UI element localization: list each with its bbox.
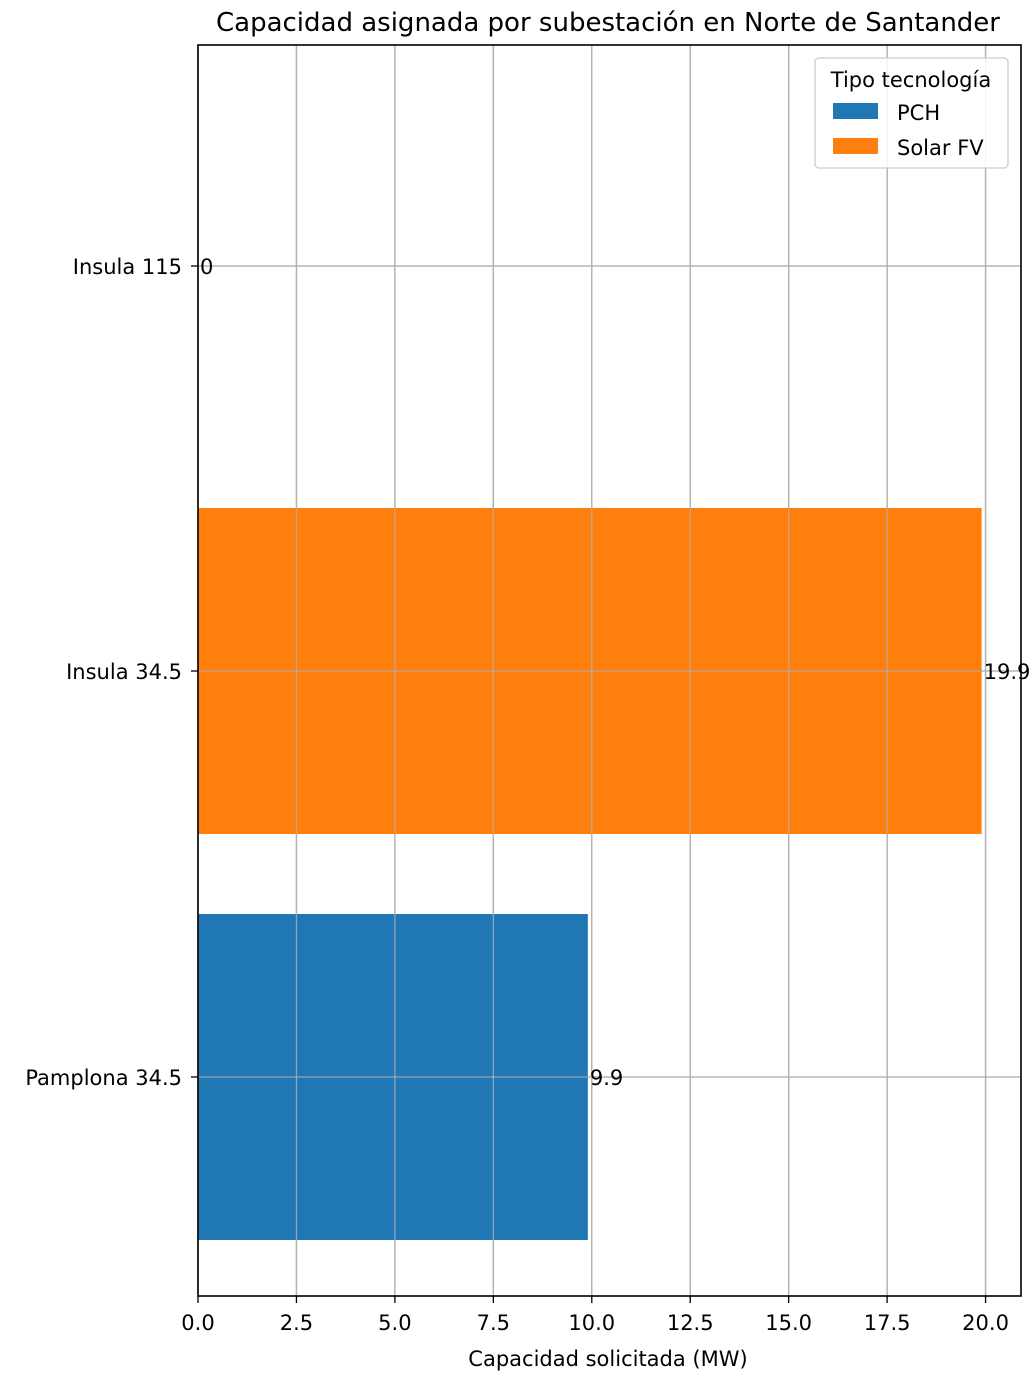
- axes-layer: 0.0 2.5 5.0 7.5 10.0 12.5 15.0 17.5 20.0 Pamplona…: [25, 44, 1022, 1335]
- y-tick-label: Insula 34.5: [66, 660, 182, 684]
- x-tick-label: 7.5: [477, 1311, 510, 1335]
- legend-label: Solar FV: [897, 136, 984, 160]
- y-tick-label: Pamplona 34.5: [25, 1066, 182, 1090]
- data-labels-layer: 9.9 19.9 0: [200, 255, 1030, 1090]
- x-tick-label: 5.0: [378, 1311, 411, 1335]
- legend-swatch: [833, 103, 878, 119]
- x-tick-label: 15.0: [765, 1311, 812, 1335]
- x-axis-label: Capacidad solicitada (MW): [468, 1347, 747, 1371]
- x-tick-label: 2.5: [280, 1311, 313, 1335]
- data-label: 9.9: [590, 1066, 623, 1090]
- data-label: 0: [200, 255, 213, 279]
- x-tick-label: 0.0: [181, 1311, 214, 1335]
- x-tick-label: 17.5: [864, 1311, 911, 1335]
- x-tick-label: 10.0: [568, 1311, 615, 1335]
- legend-label: PCH: [897, 101, 940, 125]
- x-tick-label: 20.0: [962, 1311, 1009, 1335]
- data-label: 19.9: [984, 660, 1031, 684]
- x-tick-label: 12.5: [667, 1311, 714, 1335]
- bars-layer: [198, 508, 982, 1240]
- legend: Tipo tecnología PCH Solar FV: [814, 57, 1009, 169]
- y-tick-label: Insula 115: [73, 255, 182, 279]
- legend-swatch: [833, 138, 878, 154]
- legend-title: Tipo tecnología: [830, 68, 991, 92]
- chart-title: Capacidad asignada por subestación en No…: [216, 8, 1000, 38]
